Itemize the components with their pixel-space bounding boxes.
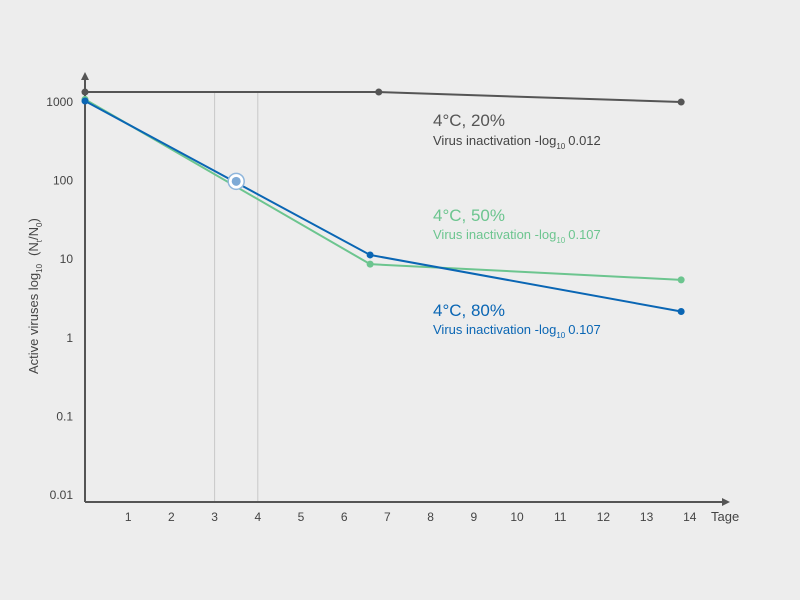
x-tick-label: 3	[211, 510, 218, 524]
annotation-80: 4°C, 80% Virus inactivation -log10 0.107	[433, 301, 601, 340]
x-tick-label: 13	[640, 510, 654, 524]
x-tick-label: 8	[427, 510, 434, 524]
x-tick-label: 5	[298, 510, 305, 524]
annotation-80-title: 4°C, 80%	[433, 301, 505, 320]
data-point	[677, 307, 685, 315]
y-tick-label: 100	[53, 174, 73, 188]
x-tick-label: 11	[554, 510, 567, 524]
y-axis-label: Active viruses log10 (Nt/N0)	[26, 218, 44, 374]
y-axis-label-t: t	[35, 239, 44, 242]
annotation-20-title: 4°C, 20%	[433, 111, 505, 130]
annotation-50-text: Virus inactivation -log10 0.107	[433, 227, 601, 245]
annotation-20-text: Virus inactivation -log10 0.012	[433, 133, 601, 151]
data-point	[375, 88, 383, 96]
x-tick-label: 14	[683, 510, 697, 524]
data-point	[366, 251, 374, 259]
x-tick-label: 1	[125, 510, 132, 524]
y-axis-arrow-icon	[81, 72, 89, 80]
annotation-50-title: 4°C, 50%	[433, 206, 505, 225]
y-tick-label: 1000	[46, 95, 73, 109]
x-axis-arrow-icon	[722, 498, 730, 506]
series-line	[84, 98, 682, 281]
x-tick-labels: 1 2 3 4 5 6 7 8 9 10 11 12 13 14	[125, 510, 697, 524]
y-axis-label-close: )	[26, 218, 41, 222]
reference-lines	[214, 92, 259, 502]
x-tick-label: 9	[470, 510, 477, 524]
series-480-percent	[81, 97, 685, 315]
highlight-dot[interactable]	[231, 176, 241, 186]
x-tick-label: 6	[341, 510, 348, 524]
data-point	[677, 98, 685, 106]
series-420-percent	[81, 88, 685, 106]
axes	[81, 72, 730, 506]
data-point	[366, 260, 374, 268]
series-450-percent	[81, 95, 685, 284]
y-tick-label: 1	[66, 331, 73, 345]
y-axis-label-n: (N	[26, 242, 41, 256]
annotation-80-text: Virus inactivation -log10 0.107	[433, 322, 601, 340]
series-lines	[81, 88, 685, 315]
highlight-marker[interactable]	[227, 172, 245, 191]
y-tick-label: 0.01	[50, 488, 74, 502]
x-tick-label: 7	[384, 510, 391, 524]
x-tick-label: 10	[510, 510, 524, 524]
data-point	[81, 88, 89, 96]
y-tick-label: 0.1	[56, 409, 73, 423]
y-axis-label-0: 0	[35, 222, 44, 227]
x-axis-label: Tage	[711, 509, 739, 524]
annotation-20: 4°C, 20% Virus inactivation -log10 0.012	[433, 111, 601, 151]
x-tick-label: 4	[254, 510, 261, 524]
y-tick-label: 10	[60, 252, 74, 266]
y-axis-label-main: Active viruses log	[26, 273, 41, 374]
annotation-50: 4°C, 50% Virus inactivation -log10 0.107	[433, 206, 601, 245]
data-point	[81, 97, 89, 105]
x-tick-label: 2	[168, 510, 175, 524]
y-tick-labels: 1000 100 10 1 0.1 0.01	[46, 95, 73, 502]
x-tick-label: 12	[597, 510, 611, 524]
series-line	[85, 91, 682, 104]
data-point	[677, 276, 685, 284]
y-axis-label-sub: 10	[35, 263, 44, 272]
y-axis-label-n0: /N	[26, 227, 41, 240]
